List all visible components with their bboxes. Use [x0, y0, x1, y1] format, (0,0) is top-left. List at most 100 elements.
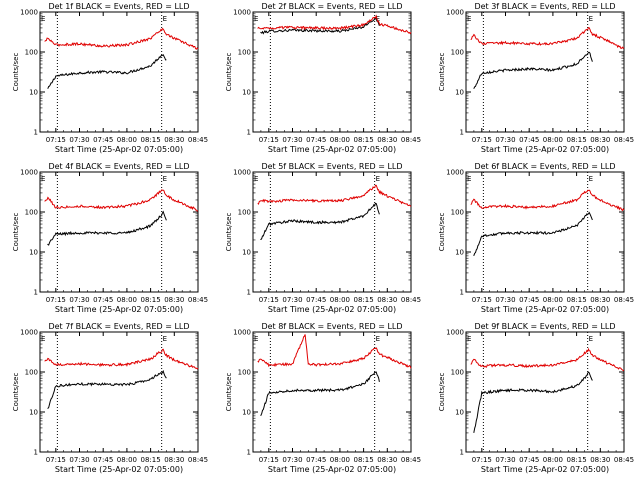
- y-tick-label: 100: [25, 369, 38, 377]
- y-tick-label: 1000: [233, 9, 251, 17]
- x-tick-label: 07:30: [69, 136, 89, 144]
- y-tick-label: 100: [451, 209, 464, 217]
- x-tick-label: 08:15: [354, 136, 374, 144]
- y-axis-label: Counts/sec: [225, 53, 233, 92]
- y-axis-label: Counts/sec: [438, 373, 446, 412]
- event-marker-label: E: [376, 175, 380, 183]
- x-tick-label: 07:45: [519, 136, 539, 144]
- event-marker-label: E: [254, 15, 258, 23]
- x-tick-label: 07:30: [69, 296, 89, 304]
- x-tick-label: 07:15: [46, 136, 66, 144]
- y-tick-label: 10: [29, 89, 38, 97]
- y-tick-label: 1: [34, 129, 38, 137]
- x-axis-label: Start Time (25-Apr-02 07:05:00): [268, 145, 396, 154]
- y-tick-label: 10: [242, 89, 251, 97]
- plot-frame: [39, 331, 199, 453]
- lld-series-line: [257, 14, 412, 35]
- y-tick-label: 1: [34, 289, 38, 297]
- x-tick-label: 08:30: [377, 456, 397, 464]
- panel-8: Det 8f BLACK = Events, RED = LLD 1 10 100 10…: [225, 322, 421, 474]
- x-tick-label: 08:00: [543, 296, 563, 304]
- panel-title: Det 3f BLACK = Events, RED = LLD: [474, 2, 615, 11]
- y-axis-label: Counts/sec: [12, 53, 20, 92]
- y-axis-label: Counts/sec: [225, 213, 233, 252]
- y-tick-label: 1000: [446, 169, 464, 177]
- panel-title: Det 7f BLACK = Events, RED = LLD: [48, 322, 189, 331]
- lld-series-line: [470, 26, 625, 49]
- x-axis-label: Start Time (25-Apr-02 07:05:00): [55, 145, 183, 154]
- panel-9: Det 9f BLACK = Events, RED = LLD 1 10 100 10…: [438, 322, 634, 474]
- x-tick-label: 08:00: [543, 136, 563, 144]
- x-tick-label: 08:30: [590, 296, 610, 304]
- y-tick-label: 10: [242, 249, 251, 257]
- events-series-line: [260, 371, 380, 416]
- x-axis-label: Start Time (25-Apr-02 07:05:00): [55, 305, 183, 314]
- x-tick-label: 07:15: [259, 136, 279, 144]
- y-axis-label: Counts/sec: [12, 373, 20, 412]
- x-tick-label: 07:45: [519, 296, 539, 304]
- y-axis-label: Counts/sec: [438, 53, 446, 92]
- x-tick-label: 07:15: [472, 136, 492, 144]
- x-tick-label: 07:15: [259, 456, 279, 464]
- panel-title: Det 8f BLACK = Events, RED = LLD: [261, 322, 402, 331]
- y-tick-label: 10: [242, 409, 251, 417]
- panel-title: Det 4f BLACK = Events, RED = LLD: [48, 162, 189, 171]
- x-tick-label: 08:30: [590, 456, 610, 464]
- event-marker-label: E: [376, 335, 380, 343]
- x-tick-label: 07:45: [519, 456, 539, 464]
- x-axis-label: Start Time (25-Apr-02 07:05:00): [481, 145, 609, 154]
- x-axis-label: Start Time (25-Apr-02 07:05:00): [481, 305, 609, 314]
- event-marker-label: E: [467, 15, 471, 23]
- x-tick-label: 08:15: [354, 296, 374, 304]
- panel-2: Det 2f BLACK = Events, RED = LLD 1 10 100 10…: [225, 2, 421, 154]
- panel-3: Det 3f BLACK = Events, RED = LLD 1 10 100 10…: [438, 2, 634, 154]
- x-tick-label: 08:45: [401, 136, 421, 144]
- events-series-line: [47, 210, 167, 246]
- lld-series-line: [257, 184, 412, 207]
- event-marker-label: E: [376, 15, 380, 23]
- event-marker-label: E: [589, 335, 593, 343]
- x-tick-label: 08:00: [330, 456, 350, 464]
- x-tick-label: 08:15: [567, 456, 587, 464]
- y-tick-label: 10: [455, 409, 464, 417]
- x-tick-label: 07:45: [306, 136, 326, 144]
- plot-frame: [39, 171, 199, 293]
- event-marker-label: E: [254, 175, 258, 183]
- x-tick-label: 08:30: [164, 296, 184, 304]
- x-tick-label: 08:15: [567, 296, 587, 304]
- x-tick-label: 07:30: [282, 296, 302, 304]
- x-tick-label: 08:45: [401, 456, 421, 464]
- x-tick-label: 07:15: [46, 456, 66, 464]
- y-tick-label: 10: [29, 409, 38, 417]
- panel-title: Det 6f BLACK = Events, RED = LLD: [474, 162, 615, 171]
- y-tick-label: 100: [25, 209, 38, 217]
- event-marker-label: E: [254, 335, 258, 343]
- lld-series-line: [44, 348, 199, 370]
- x-tick-label: 07:45: [306, 296, 326, 304]
- lld-series-line: [44, 27, 199, 50]
- x-tick-label: 08:45: [614, 456, 634, 464]
- x-tick-label: 08:30: [590, 136, 610, 144]
- y-tick-label: 10: [29, 249, 38, 257]
- event-marker-label: E: [163, 175, 167, 183]
- y-axis-label: Counts/sec: [225, 373, 233, 412]
- panel-title: Det 1f BLACK = Events, RED = LLD: [48, 2, 189, 11]
- panel-6: Det 6f BLACK = Events, RED = LLD 1 10 100 10…: [438, 162, 634, 314]
- x-axis-label: Start Time (25-Apr-02 07:05:00): [55, 465, 183, 474]
- y-tick-label: 100: [25, 49, 38, 57]
- events-series-line: [473, 211, 593, 256]
- y-axis-label: Counts/sec: [438, 213, 446, 252]
- y-tick-label: 100: [238, 369, 251, 377]
- x-tick-label: 07:45: [93, 456, 113, 464]
- y-tick-label: 10: [455, 89, 464, 97]
- y-axis-label: Counts/sec: [12, 213, 20, 252]
- panel-5: Det 5f BLACK = Events, RED = LLD 1 10 100 10…: [225, 162, 421, 314]
- x-tick-label: 07:30: [495, 296, 515, 304]
- x-tick-label: 08:30: [164, 456, 184, 464]
- y-tick-label: 1000: [446, 9, 464, 17]
- x-axis-label: Start Time (25-Apr-02 07:05:00): [268, 465, 396, 474]
- event-marker-label: E: [589, 175, 593, 183]
- x-tick-label: 08:30: [377, 296, 397, 304]
- y-tick-label: 1: [247, 289, 251, 297]
